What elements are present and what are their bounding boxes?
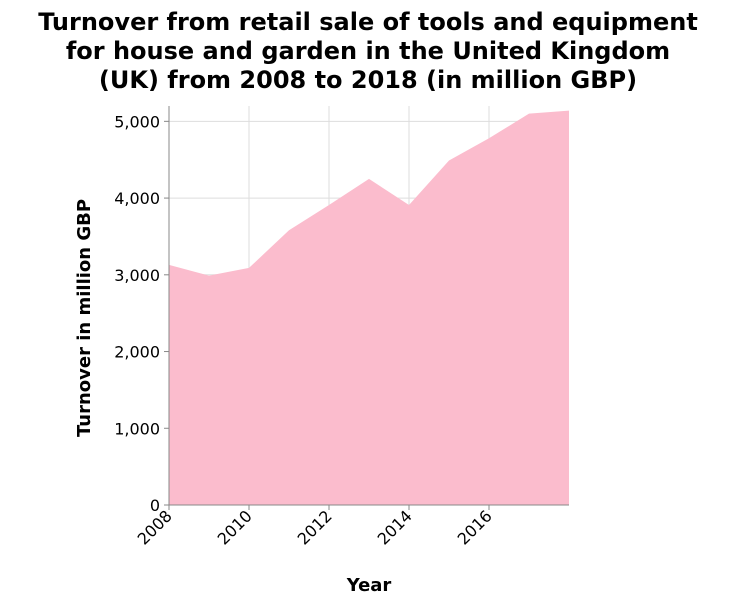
y-tick-label: 2,000	[114, 343, 160, 362]
x-tick-label: 2016	[454, 506, 496, 548]
area-fill	[169, 110, 569, 505]
x-axis-title: Year	[346, 575, 392, 596]
y-tick-label: 5,000	[114, 112, 160, 131]
y-tick-label: 4,000	[114, 189, 160, 208]
title-line-3: (UK) from 2008 to 2018 (in million GBP)	[99, 66, 637, 94]
title-line-1: Turnover from retail sale of tools and e…	[38, 8, 698, 36]
y-tick-label: 1,000	[114, 419, 160, 438]
y-axis-title: Turnover in million GBP	[74, 199, 95, 437]
x-tick-label: 2010	[214, 506, 256, 548]
title-line-2: for house and garden in the United Kingd…	[66, 37, 670, 65]
x-tick-label: 2014	[374, 506, 416, 548]
x-tick-label: 2008	[134, 506, 176, 548]
y-tick-label: 3,000	[114, 266, 160, 285]
area-series	[169, 110, 569, 505]
x-tick-label: 2012	[294, 506, 336, 548]
chart-title: Turnover from retail sale of tools and e…	[38, 8, 698, 94]
y-tick-label: 0	[150, 496, 160, 515]
